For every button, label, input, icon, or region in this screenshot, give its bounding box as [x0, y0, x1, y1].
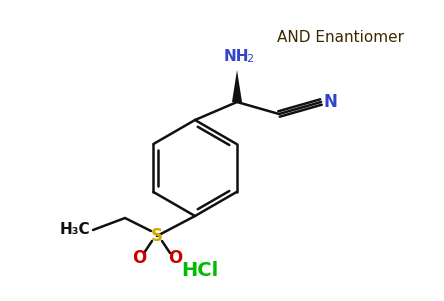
- Text: N: N: [323, 93, 337, 111]
- Text: NH: NH: [223, 49, 249, 64]
- Text: S: S: [151, 227, 163, 245]
- Text: 2: 2: [246, 54, 253, 64]
- Text: AND Enantiomer: AND Enantiomer: [277, 30, 404, 45]
- Text: H₃C: H₃C: [59, 222, 90, 237]
- Polygon shape: [232, 70, 242, 102]
- Text: O: O: [168, 249, 182, 267]
- Text: O: O: [132, 249, 146, 267]
- Text: HCl: HCl: [182, 260, 218, 280]
